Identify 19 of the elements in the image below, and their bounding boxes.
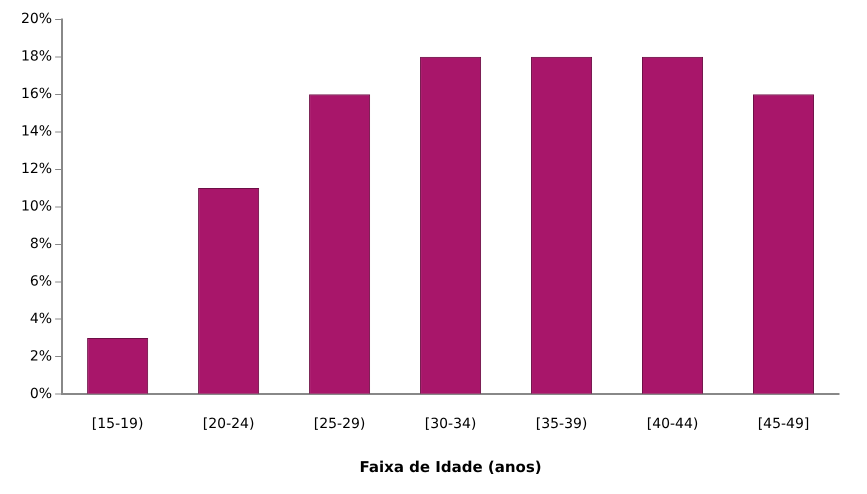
x-tick-label: [30-34) bbox=[424, 416, 476, 432]
y-tick-label: 4% bbox=[30, 310, 52, 327]
y-tick-label: 12% bbox=[20, 160, 52, 177]
x-tick-label: [25-29) bbox=[314, 416, 366, 432]
y-tick-label: 8% bbox=[30, 236, 52, 252]
y-tick-label: 6% bbox=[30, 273, 52, 290]
y-tick-label: 10% bbox=[20, 198, 52, 214]
y-tick-label: 0% bbox=[30, 386, 52, 402]
y-tick-label: 16% bbox=[20, 86, 52, 102]
x-axis-title: Faixa de Idade (anos) bbox=[360, 458, 542, 476]
x-tick-label: [40-44) bbox=[646, 416, 698, 432]
x-tick-label: [20-24) bbox=[202, 416, 254, 432]
x-tick-label: [45-49] bbox=[758, 416, 810, 432]
x-tick-label: [35-39) bbox=[536, 416, 588, 432]
y-tick-label: 18% bbox=[20, 48, 52, 65]
x-tick-label: [15-19) bbox=[92, 416, 144, 432]
y-tick-label: 14% bbox=[20, 123, 52, 140]
y-tick-label: 2% bbox=[30, 348, 52, 364]
y-tick-label: 20% bbox=[20, 11, 52, 28]
